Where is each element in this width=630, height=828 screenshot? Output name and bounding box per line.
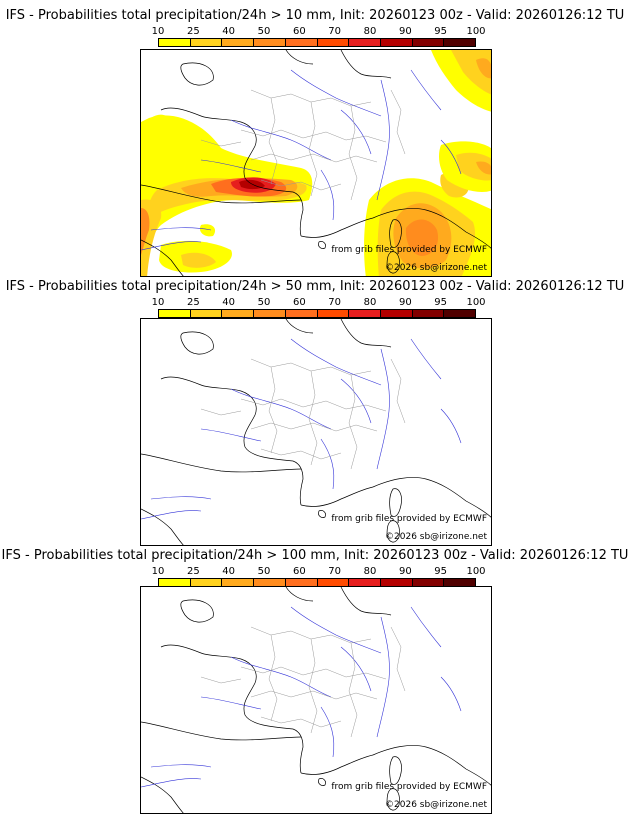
colorbar-swatch bbox=[412, 579, 445, 586]
colorbar-swatch bbox=[222, 310, 255, 317]
colorbar-tick-label: 90 bbox=[398, 26, 412, 37]
colorbar-swatch bbox=[412, 39, 445, 46]
colorbar-tick-label: 100 bbox=[466, 297, 486, 308]
rivers bbox=[141, 69, 462, 251]
colorbar-swatch bbox=[349, 310, 381, 317]
colorbar-tick-label: 40 bbox=[222, 26, 236, 37]
colorbar-swatch bbox=[412, 310, 445, 317]
credit-copyright: ©2026 sb@irizone.net bbox=[385, 532, 487, 542]
colorbar-swatch bbox=[254, 579, 286, 586]
colorbar-tick-label: 40 bbox=[222, 297, 236, 308]
colorbar-tick-label: 70 bbox=[328, 297, 342, 308]
colorbar-tick-label: 10 bbox=[151, 26, 165, 37]
colorbar-swatch bbox=[222, 39, 255, 46]
colorbar-tick-label: 100 bbox=[466, 26, 486, 37]
colorbar-swatch bbox=[254, 310, 286, 317]
colorbar-swatch bbox=[444, 310, 476, 317]
colorbar-swatch bbox=[285, 310, 318, 317]
colorbar-swatch bbox=[254, 39, 286, 46]
colorbar-swatch bbox=[159, 39, 191, 46]
colorbar-swatch bbox=[190, 579, 223, 586]
panel-title: IFS - Probabilities total precipitation/… bbox=[5, 279, 625, 294]
map-100mm-svg bbox=[141, 587, 491, 813]
colorbar: 10 25 40 50 60 70 80 90 95 100 bbox=[152, 297, 486, 323]
credit-source: from grib files provided by ECMWF bbox=[331, 245, 487, 255]
colorbar-tick-label: 90 bbox=[398, 297, 412, 308]
map-10mm: from grib files provided by ECMWF ©2026 … bbox=[140, 49, 492, 277]
colorbar-ticks: 10 25 40 50 60 70 80 90 95 100 bbox=[152, 297, 486, 308]
colorbar-tick-label: 60 bbox=[292, 26, 306, 37]
map-panel-10mm: IFS - Probabilities total precipitation/… bbox=[0, 8, 630, 278]
credit-copyright: ©2026 sb@irizone.net bbox=[385, 263, 487, 273]
colorbar-tick-label: 100 bbox=[466, 566, 486, 577]
colorbar-tick-label: 50 bbox=[257, 566, 271, 577]
colorbar-tick-label: 80 bbox=[363, 566, 377, 577]
map-100mm: from grib files provided by ECMWF ©2026 … bbox=[140, 586, 492, 814]
admin-borders bbox=[200, 358, 406, 470]
colorbar-swatch bbox=[317, 310, 350, 317]
colorbar-tick-label: 10 bbox=[151, 297, 165, 308]
colorbar-tick-label: 95 bbox=[434, 297, 448, 308]
colorbar-swatch bbox=[317, 39, 350, 46]
colorbar-swatch bbox=[285, 579, 318, 586]
colorbar-swatch bbox=[159, 310, 191, 317]
credit-source: from grib files provided by ECMWF bbox=[331, 514, 487, 524]
map-10mm-svg bbox=[141, 50, 491, 276]
colorbar-tick-label: 40 bbox=[222, 566, 236, 577]
colorbar-swatch bbox=[190, 310, 223, 317]
admin-borders bbox=[200, 626, 406, 738]
colorbar-tick-label: 95 bbox=[434, 26, 448, 37]
coastlines bbox=[141, 50, 491, 276]
map-50mm: from grib files provided by ECMWF ©2026 … bbox=[140, 318, 492, 546]
colorbar-swatch bbox=[349, 39, 381, 46]
colorbar-tick-label: 25 bbox=[186, 26, 200, 37]
colorbar-tick-label: 80 bbox=[363, 26, 377, 37]
colorbar-swatch bbox=[444, 39, 476, 46]
credit-source: from grib files provided by ECMWF bbox=[331, 782, 487, 792]
colorbar: 10 25 40 50 60 70 80 90 95 100 bbox=[152, 26, 486, 52]
colorbar-swatch bbox=[380, 310, 413, 317]
colorbar-tick-label: 60 bbox=[292, 297, 306, 308]
colorbar-tick-label: 25 bbox=[186, 297, 200, 308]
colorbar-swatch bbox=[380, 579, 413, 586]
rivers bbox=[141, 606, 462, 788]
colorbar-boxes bbox=[158, 309, 476, 318]
colorbar-ticks: 10 25 40 50 60 70 80 90 95 100 bbox=[152, 26, 486, 37]
coastlines bbox=[141, 587, 491, 813]
precip-field bbox=[141, 50, 491, 276]
colorbar-tick-label: 10 bbox=[151, 566, 165, 577]
colorbar-swatch bbox=[285, 39, 318, 46]
colorbar-tick-label: 90 bbox=[398, 566, 412, 577]
colorbar-swatch bbox=[380, 39, 413, 46]
colorbar-swatch bbox=[317, 579, 350, 586]
panel-title: IFS - Probabilities total precipitation/… bbox=[5, 8, 625, 23]
credit-copyright: ©2026 sb@irizone.net bbox=[385, 800, 487, 810]
colorbar-tick-label: 25 bbox=[186, 566, 200, 577]
colorbar-tick-label: 50 bbox=[257, 26, 271, 37]
colorbar-swatch bbox=[190, 39, 223, 46]
map-panel-50mm: IFS - Probabilities total precipitation/… bbox=[0, 279, 630, 549]
coastlines bbox=[141, 319, 491, 545]
colorbar-tick-label: 70 bbox=[328, 26, 342, 37]
map-50mm-svg bbox=[141, 319, 491, 545]
colorbar-tick-label: 60 bbox=[292, 566, 306, 577]
colorbar-swatch bbox=[222, 579, 255, 586]
colorbar-boxes bbox=[158, 38, 476, 47]
colorbar-ticks: 10 25 40 50 60 70 80 90 95 100 bbox=[152, 566, 486, 577]
admin-borders bbox=[200, 89, 406, 201]
colorbar-swatch bbox=[159, 579, 191, 586]
colorbar-swatch bbox=[444, 579, 476, 586]
colorbar-tick-label: 80 bbox=[363, 297, 377, 308]
colorbar-tick-label: 95 bbox=[434, 566, 448, 577]
colorbar-swatch bbox=[349, 579, 381, 586]
colorbar-tick-label: 50 bbox=[257, 297, 271, 308]
rivers bbox=[141, 338, 462, 520]
colorbar-tick-label: 70 bbox=[328, 566, 342, 577]
panel-title: IFS - Probabilities total precipitation/… bbox=[1, 548, 629, 563]
